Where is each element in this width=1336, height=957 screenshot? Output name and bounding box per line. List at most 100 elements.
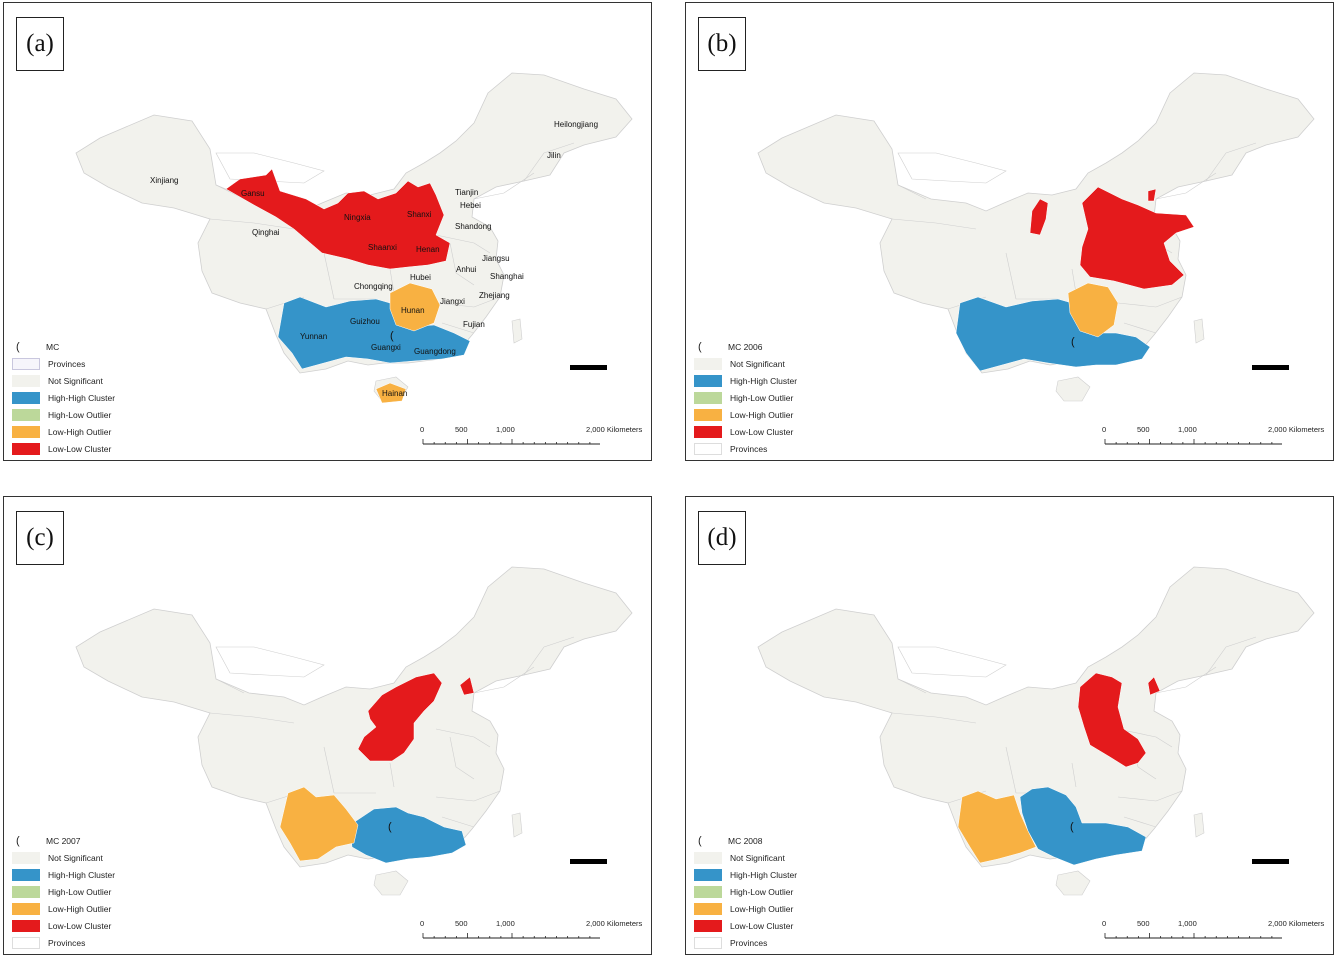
legend-item: Provinces (694, 440, 797, 457)
china-map-a: (Heilongjiang Jilin Xinjiang Gansu Tianjin He… (75, 72, 633, 404)
panel-label-b: (b) (698, 17, 746, 71)
legend-label: High-High Cluster (48, 869, 116, 880)
province-label: Hunan (401, 306, 425, 315)
legend-item: High-Low Outlier (694, 883, 797, 900)
legend-label: Provinces (48, 358, 86, 369)
legend-swatch (694, 936, 722, 949)
legend-swatch (12, 885, 40, 898)
legend-item: Not Significant (12, 849, 115, 866)
legend-label: High-Low Outlier (48, 409, 112, 420)
province-border (891, 218, 977, 230)
legend-label: Low-High Outlier (730, 903, 794, 914)
province-border (891, 712, 977, 724)
legend-item: Low-High Outlier (12, 423, 115, 440)
province-border (435, 234, 491, 254)
low-high-region (957, 790, 1037, 864)
legend-title-text: MC 2006 (728, 341, 763, 352)
legend-swatch (694, 851, 722, 864)
legend-label: Not Significant (730, 852, 785, 863)
hainan-island (1055, 870, 1091, 896)
legend-item: Low-Low Cluster (12, 440, 115, 457)
scale-tick-label: 0 (420, 919, 425, 928)
legend-item: High-High Cluster (694, 372, 797, 389)
country-outline (757, 566, 1315, 868)
scale-tick-label: 1,000 (1178, 919, 1197, 928)
legend-swatch (694, 391, 722, 404)
high-high-region (955, 296, 1151, 372)
legend-label: High-Low Outlier (730, 886, 794, 897)
low-high-region (1067, 282, 1119, 338)
inner-mongolia-region (897, 152, 1007, 184)
legend-swatch (694, 408, 722, 421)
inner-mongolia-region (897, 646, 1007, 678)
scale-tick-label: 1,000 (496, 425, 515, 434)
hainan-island (1055, 376, 1091, 402)
province-border (215, 678, 245, 694)
province-border (449, 736, 475, 780)
province-label: Anhui (456, 265, 477, 274)
legend-swatch (694, 919, 722, 932)
province-label: Hainan (382, 389, 407, 398)
scale-tick-label: 500 (1137, 919, 1150, 928)
legend-swatch (12, 442, 40, 455)
low-high-region (279, 786, 359, 862)
province-border (435, 790, 501, 802)
scale-tick-label: 500 (455, 919, 468, 928)
scale-bar-line (1104, 439, 1282, 445)
province-label: Gansu (241, 189, 265, 198)
legend-label: Provinces (730, 937, 768, 948)
legend-label: High-Low Outlier (48, 886, 112, 897)
map-panel-d: ( (d) (MC 2008 Not Significant High-High C… (685, 496, 1334, 955)
scale-tick-label: 2,000 Kilometers (586, 425, 643, 434)
legend-c: ( MC 2007 Not Significant High-High Cluster… (12, 832, 115, 951)
scale-tick-label: 0 (1102, 919, 1107, 928)
province-label: Jiangxi (440, 297, 465, 306)
legend-label: High-Low Outlier (730, 392, 794, 403)
legend-swatch (12, 868, 40, 881)
legend-title-text: MC 2007 (46, 835, 81, 846)
legend-label: Low-Low Cluster (730, 426, 794, 437)
province-border (323, 746, 335, 794)
low-low-region (1077, 672, 1161, 768)
scale-tick-label: 500 (455, 425, 468, 434)
legend-symbol: ( (16, 834, 20, 847)
legend-swatch (12, 902, 40, 915)
province-label: Jiangsu (482, 254, 510, 263)
map-panel-b: ( (b) (MC 2006 Not Significant High-High C… (685, 2, 1334, 461)
mc-symbol: ( (1071, 336, 1075, 348)
province-border (389, 762, 395, 788)
province-label: Guangxi (371, 343, 401, 352)
legend-item: High-High Cluster (12, 389, 115, 406)
taiwan-island (1193, 812, 1205, 838)
legend-symbol: ( (16, 340, 20, 353)
province-label: Guangdong (414, 347, 456, 356)
province-label: Shaanxi (368, 243, 397, 252)
scale-bar-line (422, 933, 600, 939)
province-border (1117, 296, 1183, 308)
panel-label-a: (a) (16, 17, 64, 71)
legend-title: (MC (12, 338, 115, 355)
legend-swatch (694, 425, 722, 438)
province-label: Qinghai (252, 228, 280, 237)
taiwan-island (1193, 318, 1205, 344)
legend-item: High-Low Outlier (694, 389, 797, 406)
scale-marker-d (1252, 859, 1289, 864)
scale-tick-label: 1,000 (1178, 425, 1197, 434)
province-label: Shanxi (407, 210, 432, 219)
legend-item: Low-High Outlier (694, 406, 797, 423)
scale-bar-d: 0 500 1,000 2,000 Kilometers (1102, 915, 1333, 945)
legend-item: Not Significant (12, 372, 115, 389)
province-label: Hubei (410, 273, 431, 282)
legend-swatch (694, 374, 722, 387)
scale-tick-label: 2,000 Kilometers (1268, 919, 1325, 928)
province-border (1071, 762, 1077, 788)
legend-item: Provinces (12, 355, 115, 372)
legend-label: Low-High Outlier (730, 409, 794, 420)
legend-a: (MC Provinces Not Significant High-High Clu… (12, 338, 115, 457)
province-border (1005, 252, 1017, 300)
taiwan-island (511, 812, 523, 838)
legend-swatch (694, 442, 722, 455)
province-label: Guizhou (350, 317, 380, 326)
legend-swatch (12, 374, 40, 387)
province-label: Shandong (455, 222, 491, 231)
